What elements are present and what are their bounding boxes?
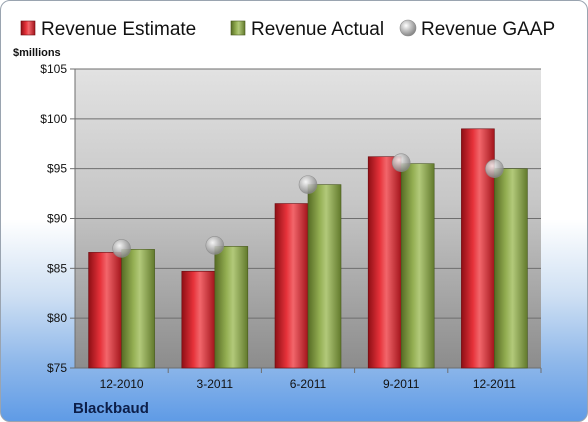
bar-revenue-actual: [400, 163, 435, 369]
bar-revenue-estimate: [88, 252, 122, 369]
y-tick-label: $90: [47, 212, 67, 226]
x-tick-label: 6-2011: [290, 377, 327, 391]
y-tick-label: $105: [40, 62, 67, 76]
legend-label: Revenue Actual: [251, 19, 384, 40]
y-tick-label: $100: [40, 112, 67, 126]
y-tick-label: $95: [47, 162, 67, 176]
legend-item: Revenue Estimate: [20, 19, 196, 40]
x-tick-label: 9-2011: [383, 377, 420, 391]
company-name: Blackbaud: [73, 400, 149, 417]
bar-revenue-actual: [214, 246, 249, 369]
x-tick-label: 12-2010: [100, 377, 144, 391]
marker-revenue-gaap: [298, 175, 318, 194]
bar-revenue-actual: [494, 168, 528, 369]
legend-swatch: [399, 19, 417, 37]
bar-revenue-actual: [121, 249, 155, 369]
y-tick-label: $85: [47, 261, 67, 275]
legend-label: Revenue Estimate: [41, 19, 196, 40]
x-tick-label: 3-2011: [197, 377, 234, 391]
bars: [88, 128, 528, 369]
bar-revenue-estimate: [274, 203, 309, 369]
y-tick-label: $75: [47, 361, 67, 375]
marker-revenue-gaap: [205, 236, 225, 255]
legend-swatch: [230, 20, 246, 36]
marker-revenue-gaap: [112, 239, 131, 258]
legend-swatch: [20, 20, 36, 36]
bar-revenue-actual: [307, 184, 342, 369]
x-tick-label: 12-2011: [473, 377, 516, 391]
marker-revenue-gaap: [485, 159, 504, 178]
legend: Revenue Estimate Revenue Actual Revenue GA…: [20, 19, 555, 40]
gaap-markers: [112, 153, 504, 258]
y-tick-label: $80: [47, 311, 67, 325]
bar-revenue-estimate: [367, 156, 402, 369]
y-unit-label: $millions: [13, 47, 61, 59]
axes: $75 $80 $85 $90 $95 $100 $105 12-2010 3-2011 6-20…: [40, 62, 542, 391]
legend-label: Revenue GAAP: [421, 19, 555, 40]
bar-revenue-estimate: [181, 271, 216, 369]
marker-revenue-gaap: [391, 153, 411, 172]
legend-item: Revenue Actual: [230, 19, 384, 40]
legend-item: Revenue GAAP: [399, 19, 555, 40]
